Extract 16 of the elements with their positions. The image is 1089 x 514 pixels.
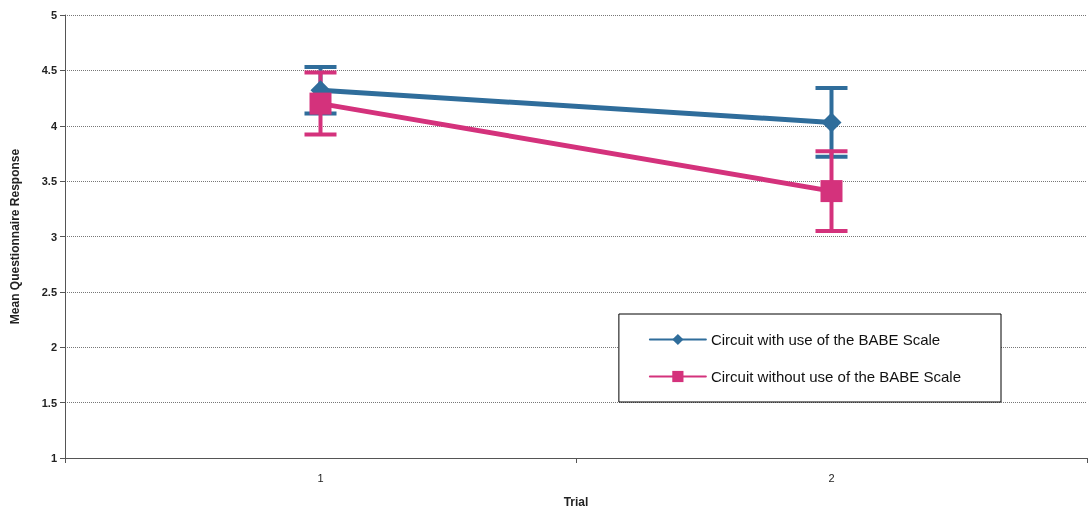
y-tick-label: 5 (50, 9, 57, 21)
legend-label: Circuit without use of the BABE Scale (710, 368, 961, 385)
y-tick-label: 4 (50, 119, 58, 132)
y-axis-title: Mean Questionnaire Response (8, 148, 22, 325)
y-tick-label: 4.5 (41, 64, 57, 77)
y-tick-label: 2 (50, 341, 57, 354)
point (821, 112, 842, 133)
point (820, 180, 843, 203)
legend-label: Circuit with use of the BABE Scale (710, 331, 941, 348)
point (309, 92, 332, 115)
y-tick-label: 3 (50, 230, 57, 243)
y-tick-label: 3.5 (41, 175, 57, 188)
y-tick-label: 1 (50, 452, 57, 464)
y-tick-label: 1.5 (41, 396, 57, 409)
x-axis-title: Trial (563, 495, 589, 509)
y-tick-label: 2.5 (41, 285, 57, 298)
